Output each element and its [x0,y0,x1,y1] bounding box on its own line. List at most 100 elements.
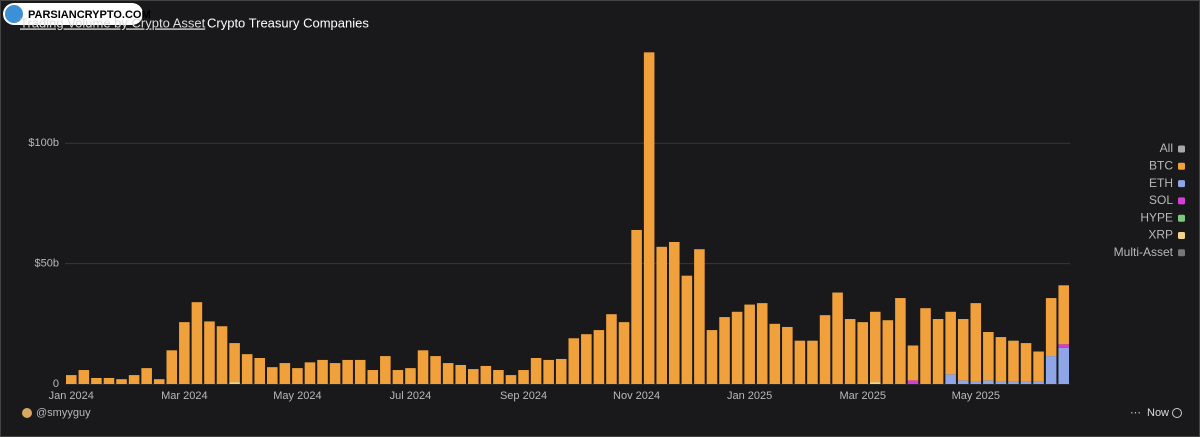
bar-segment [78,370,90,384]
bar-segment [342,359,353,384]
bar-segment [392,370,404,384]
bar-segment [468,369,479,384]
bar-segment [543,359,554,384]
bar-segment [480,365,492,384]
bar-segment [430,356,441,384]
bar-segment [216,326,228,384]
bar-segment [957,380,969,384]
bar-segment [970,303,982,382]
watermark-badge [3,3,143,25]
y-tick-label: $50b [35,258,59,270]
bar-segment [103,377,115,384]
bar-segment [91,377,102,384]
bar-segment [1020,381,1032,384]
bar-segment [895,298,906,384]
bar-segment [1020,343,1032,382]
bar-segment [1058,285,1069,345]
bar-segment [681,275,693,384]
bar-segment [304,362,316,384]
y-tick-label: 0 [53,378,59,390]
bar-segment [581,334,592,384]
bar-segment [505,375,517,384]
time-icon [1172,408,1182,418]
bar-segment [254,358,265,384]
tab[interactable]: Trading Volume by Crypto Asset [20,15,206,30]
bar-segment [568,338,580,384]
bar-segment [945,311,956,375]
bar-segment [279,363,291,384]
bar-segment [1058,344,1069,348]
bar-segment [932,319,944,384]
x-tick-label: Jul 2024 [390,390,432,402]
bar-segment [870,311,881,383]
bar-segment [204,321,215,384]
bar-segment [631,229,642,384]
legend-swatch [1178,197,1185,205]
bar-segment [857,322,868,384]
bar-segment [1033,351,1044,382]
watermark-icon [5,5,23,23]
bar-segment [267,367,278,384]
legend-label: BTC [1149,158,1173,172]
bar-segment [719,317,730,384]
x-tick-label: Jan 2025 [727,390,772,402]
bar-segment [493,370,504,384]
tab[interactable]: Crypto Treasury Companies [207,15,369,30]
bar-segment [1045,356,1057,384]
bar-segment [405,368,416,384]
author: @smyyguy [36,407,91,419]
bar-segment [518,370,529,384]
bar-segment [530,358,542,384]
bar-segment [844,319,856,384]
menu-icon[interactable]: ⋯ [1130,407,1141,419]
bar-segment [367,370,379,384]
bar-segment [782,326,793,384]
bar-segment [292,368,303,384]
bar-segment [442,363,454,384]
bar-segment [882,320,894,384]
bar-segment [1045,298,1057,357]
legend-swatch [1178,249,1185,257]
author-avatar [22,408,32,418]
legend-label: XRP [1148,228,1173,242]
legend-swatch [1178,232,1185,239]
bar-segment [870,382,881,384]
bar-segment [1008,381,1019,384]
bar-segment [706,330,718,384]
legend-swatch [1178,214,1185,222]
bar-segment [694,249,705,384]
bar-segment [116,379,127,384]
bar-segment [141,368,152,384]
bar-segment [756,303,768,384]
x-tick-label: May 2024 [273,390,321,402]
bar-segment [945,374,956,384]
time-label[interactable]: Now [1147,407,1169,419]
bar-segment [354,359,366,384]
bar-segment [920,308,931,384]
bar-segment [819,315,831,384]
bar-segment [329,363,341,384]
bar-segment [241,354,253,384]
bar-segment [317,359,328,384]
bar-segment [983,332,994,381]
x-tick-label: Jan 2024 [49,390,94,402]
bar-segment [995,381,1007,384]
bar-segment [1008,340,1019,382]
bar-segment [229,343,240,383]
bar-segment [179,322,190,384]
bar-segment [229,382,240,384]
bar-segment [555,358,567,384]
bar-segment [970,381,982,384]
legend-swatch [1178,162,1185,170]
bar-segment [606,314,617,384]
bar-segment [744,304,755,384]
bar-segment [618,322,630,384]
bar-segment [832,292,843,384]
bar-segment [128,375,140,384]
legend-swatch [1178,145,1185,153]
bar-segment [455,364,466,384]
x-tick-label: Mar 2024 [161,390,207,402]
bar-segment [995,337,1007,382]
bar-segment [669,241,680,384]
